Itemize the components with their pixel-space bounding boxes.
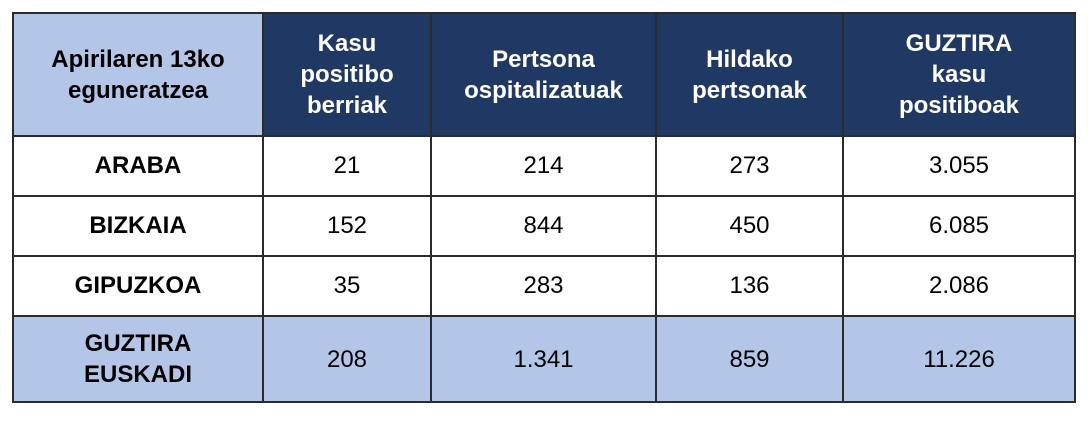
cell-text-line: Apirilaren 13ko — [51, 45, 225, 73]
cell-text-line: positiboak — [898, 92, 1019, 119]
cell-text-line: berriak — [306, 92, 388, 119]
cell-text-line: kasu — [931, 61, 987, 88]
table-cell: 214 — [430, 135, 657, 197]
table-cell: 844 — [430, 195, 657, 257]
row-label: ARABA — [12, 135, 264, 197]
row-label: GUZTIRA EUSKADI — [12, 315, 264, 403]
table-row: GIPUZKOA 35 283 136 2.086 — [12, 255, 1076, 317]
table-cell: 208 — [262, 315, 432, 403]
cell-text-line: Pertsona — [492, 45, 595, 73]
table-cell: 859 — [655, 315, 844, 403]
table-cell: 152 — [262, 195, 432, 257]
cell-text-line: EUSKADI — [83, 361, 192, 388]
table-body: ARABA 21 214 273 3.055 BIZKAIA 152 844 450 6.085 G… — [12, 135, 1076, 403]
table-cell: 21 — [262, 135, 432, 197]
cell-text-line: positibo — [300, 61, 394, 88]
data-table: Apirilaren 13ko eguneratzea Kasu positibo be… — [12, 12, 1076, 403]
table-row: BIZKAIA 152 844 450 6.085 — [12, 195, 1076, 257]
cell-text-line: GIPUZKOA — [74, 272, 202, 299]
table-cell: 35 — [262, 255, 432, 317]
header-cell: Kasu positibo berriak — [262, 12, 432, 137]
cell-text-line: eguneratzea — [67, 76, 209, 104]
row-label: GIPUZKOA — [12, 255, 264, 317]
row-label: BIZKAIA — [12, 195, 264, 257]
header-row: Apirilaren 13ko eguneratzea Kasu positibo be… — [12, 12, 1076, 137]
table-row: ARABA 21 214 273 3.055 — [12, 135, 1076, 197]
table-cell: 1.341 — [430, 315, 657, 403]
table-cell: 273 — [655, 135, 844, 197]
cell-text-line: pertsonak — [692, 76, 807, 104]
table-cell: 11.226 — [842, 315, 1076, 403]
cell-text-line: GUZTIRA — [84, 330, 192, 357]
table-row: GUZTIRA EUSKADI 208 1.341 859 11.226 — [12, 315, 1076, 403]
header-cell: Pertsona ospitalizatuak — [430, 12, 657, 137]
table-cell: 136 — [655, 255, 844, 317]
header-cell: GUZTIRA kasu positiboak — [842, 12, 1076, 137]
cell-text-line: ARABA — [94, 152, 182, 179]
table-cell: 6.085 — [842, 195, 1076, 257]
header-cell: Apirilaren 13ko eguneratzea — [12, 12, 264, 137]
cell-text-line: BIZKAIA — [89, 212, 187, 239]
header-cell: Hildako pertsonak — [655, 12, 844, 137]
table-cell: 3.055 — [842, 135, 1076, 197]
cell-text-line: GUZTIRA — [905, 30, 1013, 57]
table-cell: 283 — [430, 255, 657, 317]
cell-text-line: ospitalizatuak — [464, 76, 623, 104]
cell-text-line: Kasu — [317, 30, 377, 57]
table-cell: 450 — [655, 195, 844, 257]
cell-text-line: Hildako — [706, 45, 793, 73]
table-cell: 2.086 — [842, 255, 1076, 317]
